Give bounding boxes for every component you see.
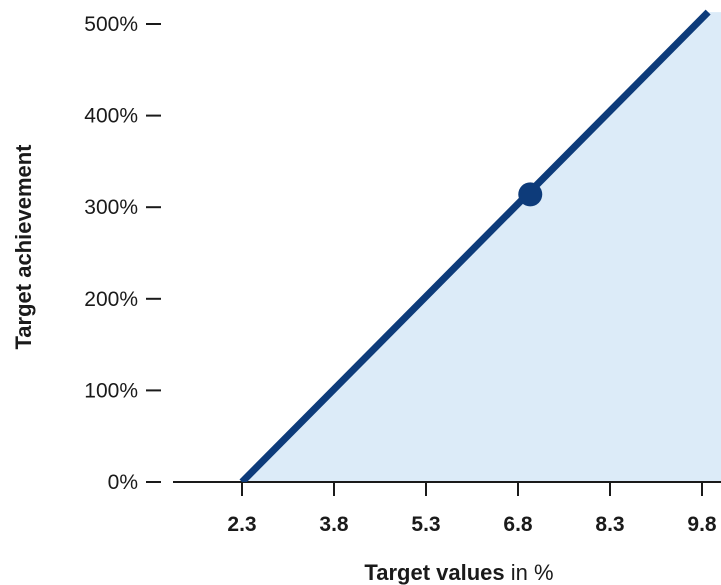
series-line	[239, 9, 711, 482]
y-tick-label: 100%	[84, 379, 138, 402]
x-tick-label: 9.8	[687, 513, 717, 536]
x-axis-title: Target values in %	[364, 560, 553, 585]
x-tick-label: 2.3	[227, 513, 256, 536]
y-axis-title: Target achievement	[11, 144, 36, 350]
x-axis-title-unit: in %	[505, 560, 554, 585]
y-tick-label: 500%	[84, 13, 138, 36]
x-tick-label: 5.3	[411, 513, 440, 536]
y-tick-label: 200%	[84, 288, 138, 311]
x-tick-label: 6.8	[503, 513, 533, 536]
y-tick-label: 400%	[84, 105, 138, 128]
y-tick-label: 300%	[84, 196, 138, 219]
x-axis-title-bold: Target values	[364, 560, 504, 585]
marker-point	[518, 182, 543, 207]
x-tick-label: 8.3	[595, 513, 624, 536]
y-tick-label: 0%	[108, 471, 138, 494]
x-tick-label: 3.8	[319, 513, 349, 536]
